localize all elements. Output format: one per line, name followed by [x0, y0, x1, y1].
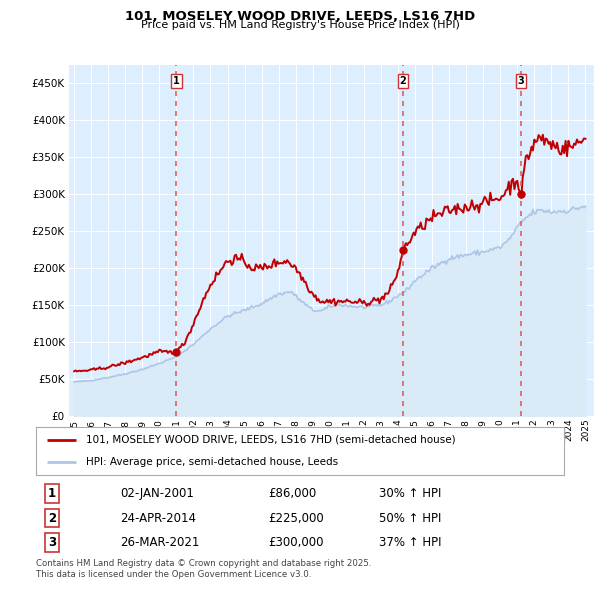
Text: 26-MAR-2021: 26-MAR-2021	[121, 536, 200, 549]
Text: 101, MOSELEY WOOD DRIVE, LEEDS, LS16 7HD: 101, MOSELEY WOOD DRIVE, LEEDS, LS16 7HD	[125, 10, 475, 23]
Text: 2: 2	[400, 76, 406, 86]
Text: 37% ↑ HPI: 37% ↑ HPI	[379, 536, 442, 549]
Text: 24-APR-2014: 24-APR-2014	[121, 512, 196, 525]
Text: 02-JAN-2001: 02-JAN-2001	[121, 487, 194, 500]
Text: 3: 3	[48, 536, 56, 549]
Text: Contains HM Land Registry data © Crown copyright and database right 2025.
This d: Contains HM Land Registry data © Crown c…	[36, 559, 371, 579]
Text: 101, MOSELEY WOOD DRIVE, LEEDS, LS16 7HD (semi-detached house): 101, MOSELEY WOOD DRIVE, LEEDS, LS16 7HD…	[86, 435, 456, 445]
Text: £300,000: £300,000	[268, 536, 324, 549]
Text: £86,000: £86,000	[268, 487, 317, 500]
Text: 3: 3	[518, 76, 524, 86]
Text: 1: 1	[48, 487, 56, 500]
Text: 30% ↑ HPI: 30% ↑ HPI	[379, 487, 442, 500]
Text: £225,000: £225,000	[268, 512, 324, 525]
Text: Price paid vs. HM Land Registry's House Price Index (HPI): Price paid vs. HM Land Registry's House …	[140, 20, 460, 30]
Text: 2: 2	[48, 512, 56, 525]
Text: HPI: Average price, semi-detached house, Leeds: HPI: Average price, semi-detached house,…	[86, 457, 338, 467]
Text: 1: 1	[173, 76, 180, 86]
Text: 50% ↑ HPI: 50% ↑ HPI	[379, 512, 442, 525]
